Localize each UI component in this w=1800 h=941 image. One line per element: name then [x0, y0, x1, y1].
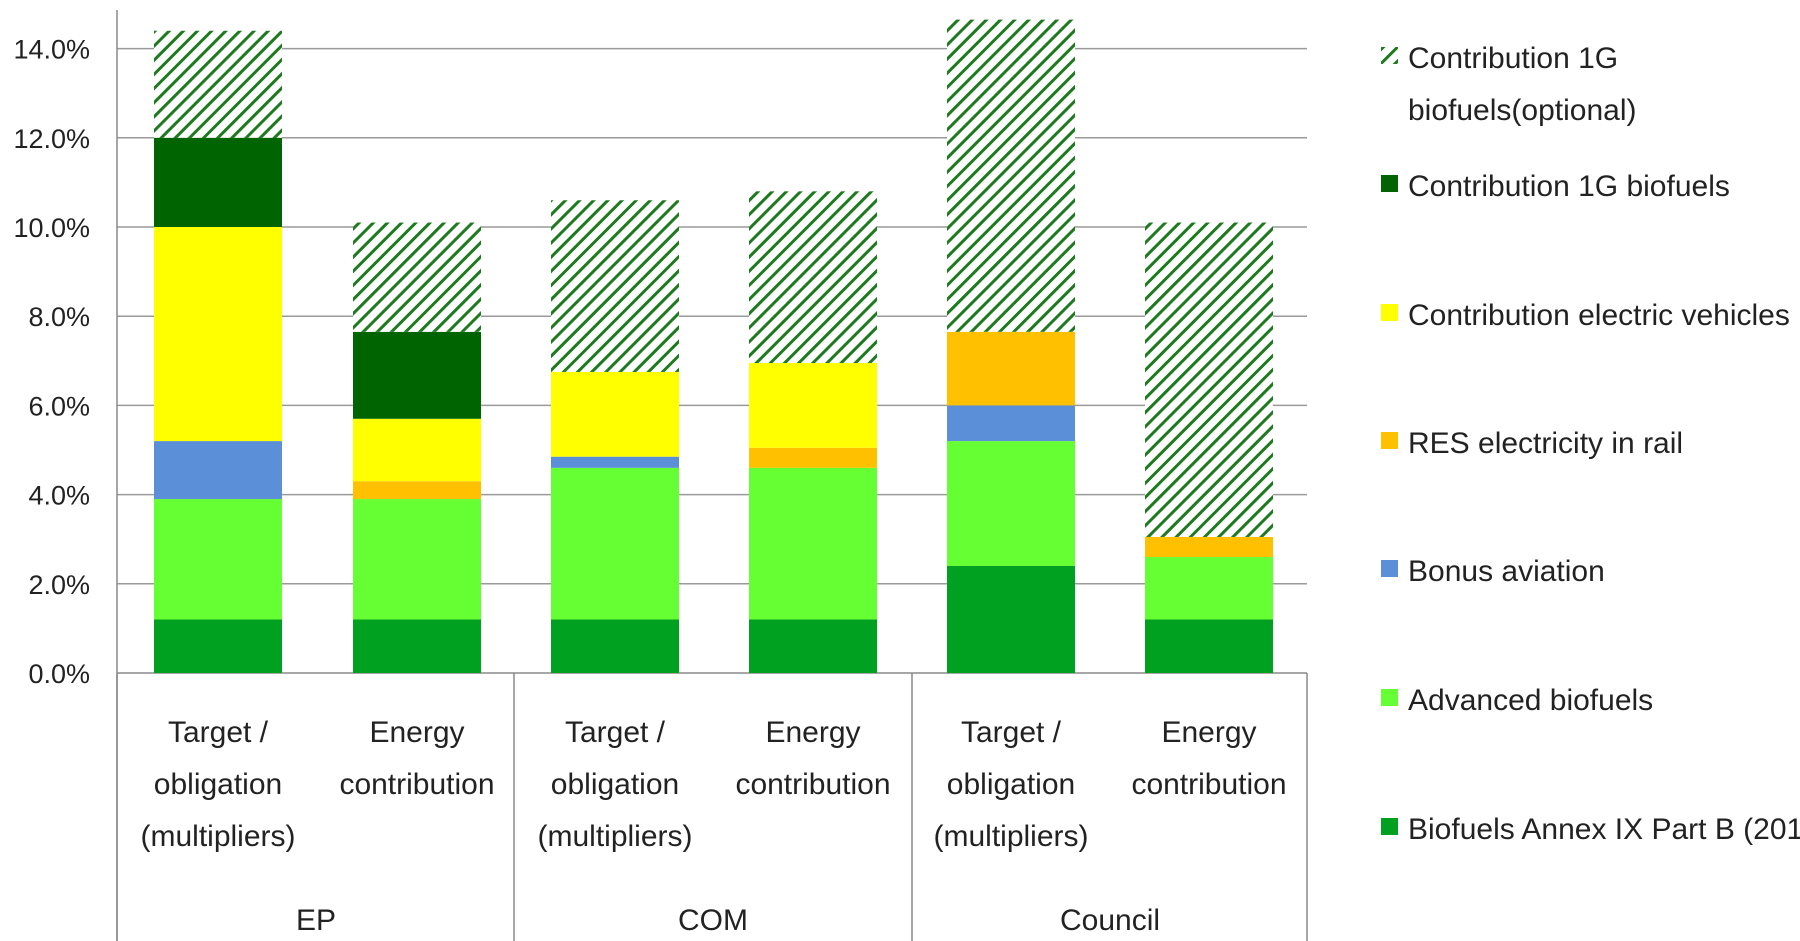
y-tick-label: 4.0% [28, 481, 90, 511]
legend-label: RES electricity in rail [1408, 427, 1683, 460]
group-label: COM [678, 904, 748, 937]
gridlines [117, 47, 1307, 585]
y-tick-label: 0.0% [28, 659, 90, 689]
bar-segment [749, 467, 877, 620]
legend-swatch [1381, 47, 1398, 64]
bar-segment [749, 363, 877, 448]
bar-segment [749, 191, 877, 364]
legend-swatch [1381, 689, 1398, 706]
legend-label: Contribution electric vehicles [1408, 299, 1790, 332]
legend-swatch [1381, 818, 1398, 835]
bar-segment [551, 371, 679, 457]
bar-segment [1145, 536, 1273, 558]
legend: Contribution 1G biofuels(optional) Contrib… [1381, 42, 1800, 846]
bar-segment [154, 619, 282, 673]
category-label: Target / obligation (multipliers) [140, 716, 295, 853]
bar-segment [353, 619, 481, 673]
bar-segment [947, 565, 1075, 673]
bar-segment [947, 405, 1075, 442]
y-tick-label: 8.0% [28, 302, 90, 332]
y-tick-label: 2.0% [28, 570, 90, 600]
bar-segment [154, 137, 282, 227]
legend-label: Advanced biofuels [1408, 684, 1653, 717]
bars [154, 19, 1273, 673]
bar-segment [947, 331, 1075, 406]
bar-segment [947, 19, 1075, 332]
category-label: Target / obligation (multipliers) [933, 716, 1088, 853]
legend-label: Biofuels Annex IX Part B (2015) [1408, 813, 1800, 846]
category-label: Energy contribution [1131, 716, 1286, 801]
bar-segment [947, 441, 1075, 566]
legend-swatch [1381, 175, 1398, 192]
bar-segment [1145, 557, 1273, 620]
y-tick-label: 14.0% [13, 35, 90, 65]
x-axis-labels: Target / obligation (multipliers) Energy con… [140, 716, 1286, 937]
bar-segment [353, 499, 481, 620]
legend-swatch [1381, 560, 1398, 577]
bar-segment [551, 467, 679, 620]
bar-segment [749, 619, 877, 673]
bar-segment [154, 499, 282, 620]
y-tick-label: 12.0% [13, 124, 90, 154]
bar-segment [154, 227, 282, 442]
bar-segment [1145, 222, 1273, 537]
bar-segment [551, 619, 679, 673]
legend-label: Contribution 1G biofuels [1408, 170, 1730, 203]
bar-segment [353, 481, 481, 500]
legend-swatch [1381, 432, 1398, 449]
legend-label: Contribution 1G biofuels(optional) [1408, 42, 1636, 127]
bar-segment [353, 418, 481, 482]
category-label: Energy contribution [735, 716, 890, 801]
legend-swatch [1381, 304, 1398, 321]
bar-segment [154, 30, 282, 138]
y-tick-label: 6.0% [28, 391, 90, 421]
legend-label: Bonus aviation [1408, 555, 1605, 588]
bar-segment [1145, 619, 1273, 673]
bar-segment [749, 447, 877, 468]
bar-segment [551, 456, 679, 468]
axes: 0.0% 2.0% 4.0% 6.0% 8.0% 10.0% 12.0% 14.0% [13, 10, 1308, 941]
group-label: EP [296, 904, 336, 937]
y-tick-label: 10.0% [13, 213, 90, 243]
bar-segment [154, 441, 282, 500]
bar-segment [551, 200, 679, 372]
category-label: Target / obligation (multipliers) [537, 716, 692, 853]
category-label: Energy contribution [339, 716, 494, 801]
bar-segment [353, 222, 481, 332]
group-label: Council [1060, 904, 1160, 937]
bar-segment [353, 331, 481, 419]
